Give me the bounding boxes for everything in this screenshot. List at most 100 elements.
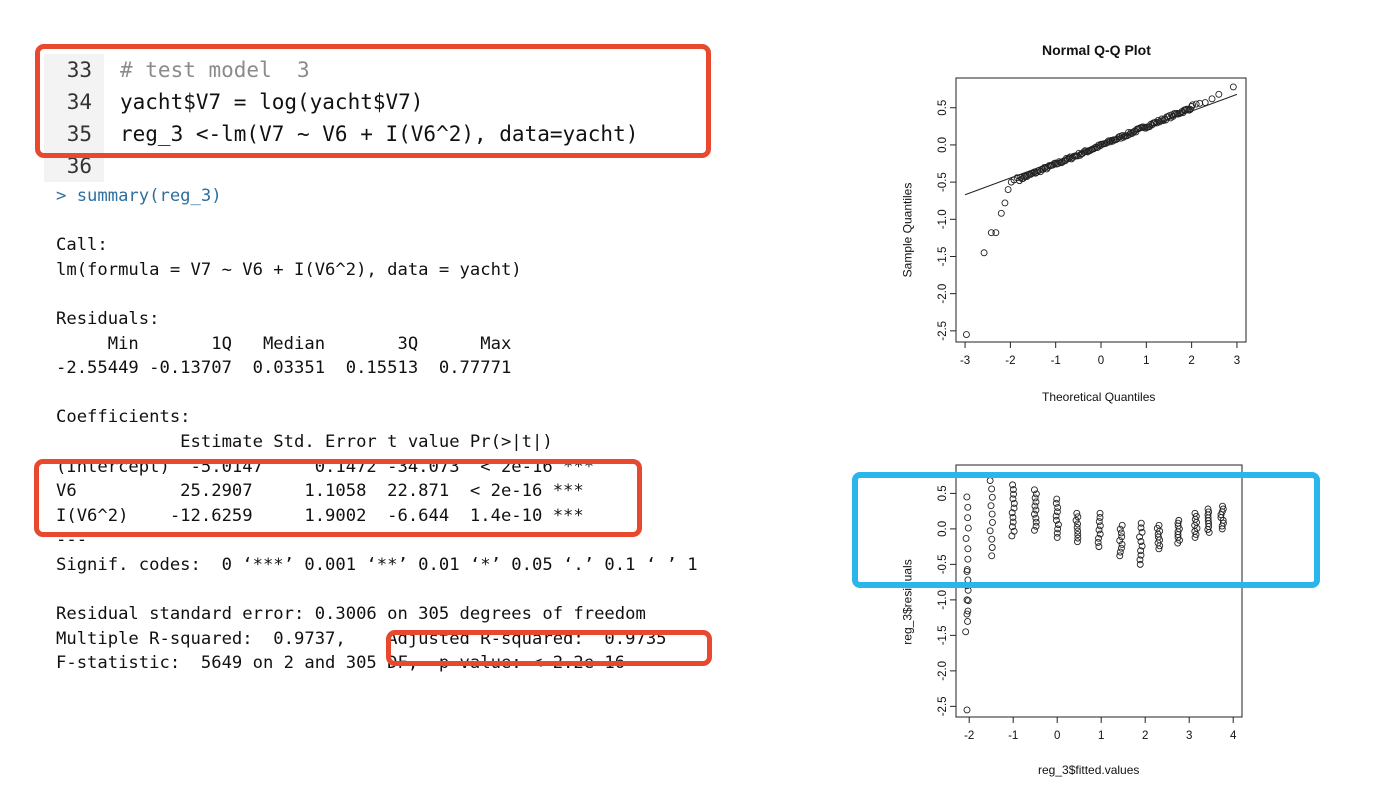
code-comment[interactable]: # test model 3 [120, 58, 310, 82]
residual-point [1008, 509, 1016, 517]
qq-point [1128, 130, 1136, 137]
resid-y-tick-label: -2.0 [937, 661, 949, 681]
qq-y-tick-label: -0.5 [937, 172, 949, 192]
residual-point [962, 628, 970, 636]
resid-x-tick-label: 2 [1142, 730, 1148, 742]
resid-y-tick-label: -0.5 [937, 554, 949, 574]
residuals-plot-frame [955, 464, 1243, 718]
residual-point [1138, 528, 1146, 536]
residual-point [1052, 499, 1060, 507]
residual-point [1118, 533, 1126, 541]
console-line: -2.55449 -0.13707 0.03351 0.15513 0.7777… [56, 358, 522, 379]
residuals-plot: reg_3$fitted.values reg_3$residuals -2 -1… [890, 455, 1260, 795]
qq-point [1188, 103, 1196, 110]
code-editor[interactable]: 33 # test model 3 34 yacht$V7 = log(yach… [44, 50, 724, 190]
residual-point [1095, 543, 1103, 551]
qq-x-tick-label: 3 [1234, 355, 1240, 367]
code-statement[interactable]: yacht$V7 = log(yacht$V7) [120, 90, 424, 114]
residual-point [986, 527, 994, 535]
residual-point [1010, 500, 1018, 507]
residual-point [963, 610, 971, 618]
line-number: 35 [44, 118, 104, 150]
residual-point [1094, 539, 1102, 546]
residual-point [1032, 514, 1040, 522]
line-number: 33 [44, 54, 104, 86]
qq-x-tick-label: -1 [1051, 355, 1061, 367]
residual-point [1074, 531, 1082, 539]
residual-point [1073, 509, 1081, 517]
residual-point [1053, 533, 1061, 541]
residual-point [1117, 529, 1125, 537]
qq-plot-title: Normal Q-Q Plot [1042, 42, 1151, 58]
qq-point [992, 229, 1000, 237]
qq-y-tick-label: 0.0 [937, 137, 949, 153]
qq-point [1042, 163, 1049, 171]
qq-point [1118, 132, 1126, 140]
resid-y-tick-label: 0.5 [937, 485, 949, 501]
resid-x-tick-label: 0 [1054, 730, 1060, 742]
console-line: Estimate Std. Error t value Pr(>|t|) [56, 432, 595, 452]
residual-point [1032, 498, 1040, 506]
qq-x-tick-label: 2 [1188, 355, 1194, 367]
residual-point [988, 485, 996, 493]
residual-point [1072, 516, 1080, 524]
residual-point [988, 535, 996, 543]
qq-x-tick-label: -2 [1005, 355, 1015, 367]
residual-point [964, 617, 972, 625]
qq-point [962, 331, 970, 339]
residual-point [1031, 494, 1039, 502]
code-line-34[interactable]: 34 yacht$V7 = log(yacht$V7) [44, 86, 423, 118]
residual-point [964, 597, 972, 605]
residual-point [1010, 527, 1018, 535]
residual-point [964, 607, 972, 615]
qq-point [1124, 129, 1132, 136]
residual-point [963, 568, 971, 575]
console-line: Signif. codes: 0 ‘***’ 0.001 ‘**’ 0.01 ‘… [56, 555, 698, 575]
resid-x-tick-label: 3 [1186, 730, 1192, 742]
console-line: Coefficients: [56, 407, 191, 428]
residual-point [1010, 504, 1018, 512]
console-line: Residuals: [56, 309, 160, 329]
residual-point [1155, 521, 1163, 529]
resid-x-axis-label: reg_3$fitted.values [1038, 763, 1140, 777]
resid-x-tick-label: 1 [1098, 730, 1104, 742]
qq-x-tick-label: -3 [960, 355, 970, 367]
qq-point [1080, 148, 1088, 156]
residual-point [1053, 529, 1061, 537]
code-line-33[interactable]: 33 # test model 3 [44, 54, 310, 86]
code-line-35[interactable]: 35 reg_3 <-lm(V7 ~ V6 + I(V6^2), data=ya… [44, 118, 638, 150]
qq-point [1215, 90, 1223, 98]
residual-point [1054, 525, 1062, 533]
residual-point [1009, 518, 1017, 526]
residual-point [1116, 552, 1124, 560]
qq-y-tick-label: -1.5 [937, 247, 949, 267]
qq-plot-frame [955, 77, 1247, 343]
residual-point [987, 502, 995, 510]
residual-point [1031, 526, 1038, 534]
residual-point [1010, 490, 1017, 498]
residual-point [1073, 538, 1081, 546]
qq-x-axis-label: Theoretical Quantiles [1042, 390, 1156, 404]
residual-point [1137, 538, 1145, 545]
qq-point [1113, 135, 1121, 143]
resid-y-tick-label: 0.0 [937, 521, 949, 537]
residual-point [1032, 518, 1040, 526]
qq-point [987, 229, 995, 237]
residual-point [963, 493, 971, 501]
residual-point [963, 596, 971, 604]
residual-point [1096, 530, 1104, 538]
residual-point [1054, 521, 1062, 529]
residual-point [1030, 510, 1038, 518]
code-statement[interactable]: reg_3 <-lm(V7 ~ V6 + I(V6^2), data=yacht… [120, 122, 639, 146]
resid-y-tick-label: -1.0 [937, 590, 949, 610]
console-prompt[interactable]: > summary(reg_3) [56, 186, 222, 206]
residual-point [1116, 548, 1124, 556]
residual-point [1096, 513, 1104, 521]
resid-x-tick-label: 4 [1230, 730, 1237, 742]
qq-point [1075, 149, 1083, 157]
residual-point [1204, 505, 1212, 513]
residual-point [1137, 524, 1145, 532]
resid-y-tick-label: -2.5 [937, 696, 949, 716]
qq-y-tick-label: -2.0 [937, 284, 949, 304]
residual-point [1052, 512, 1060, 520]
